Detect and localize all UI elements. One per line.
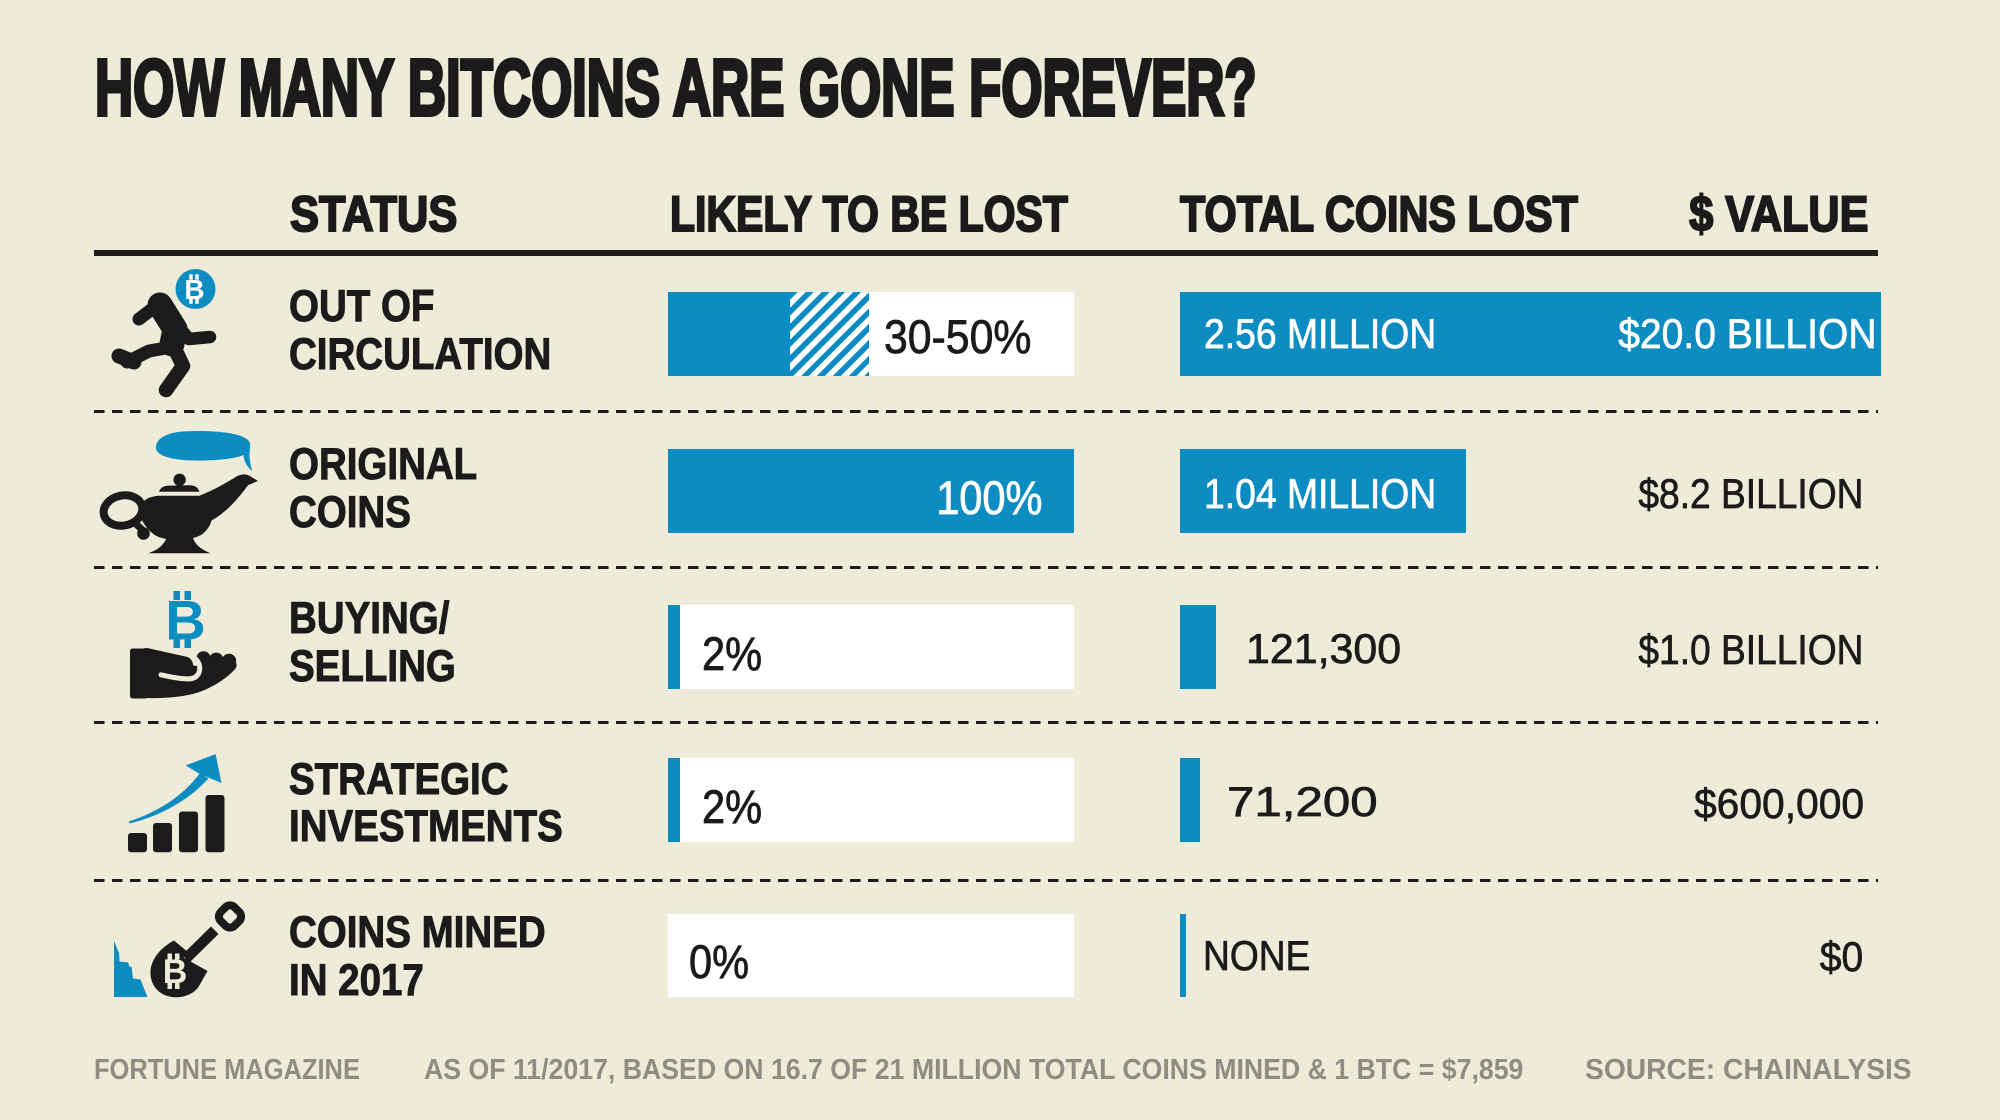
svg-text:B: B	[184, 274, 204, 305]
